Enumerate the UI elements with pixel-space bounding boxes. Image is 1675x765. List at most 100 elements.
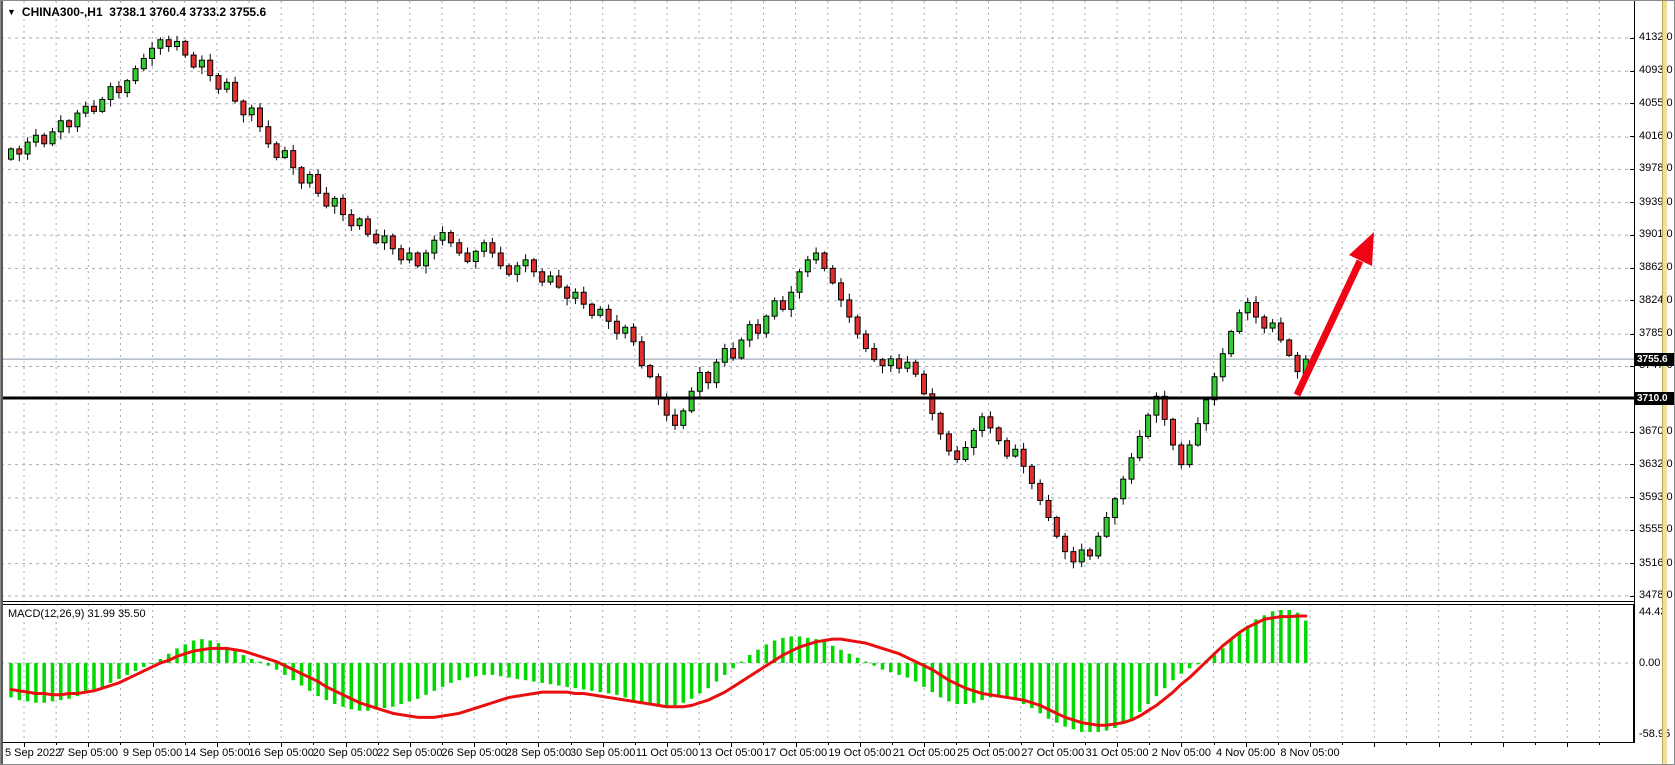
macd-signal-line — [9, 614, 1308, 727]
candle — [298, 165, 305, 189]
date-axis-tick — [1374, 743, 1376, 747]
candle — [954, 446, 961, 463]
macd-bar — [316, 663, 320, 697]
macd-bar — [216, 643, 221, 663]
macd-bar — [92, 663, 96, 691]
chart-header: ▼ CHINA300-,H1 3738.1 3760.4 3733.2 3755… — [7, 5, 266, 19]
price-axis-tick — [1630, 529, 1634, 531]
candle — [779, 296, 786, 312]
price-axis-tick — [1630, 563, 1634, 565]
candle — [904, 355, 911, 373]
candle — [713, 358, 720, 388]
candle — [746, 320, 753, 348]
date-axis-label: 9 Sep 05:00 — [122, 747, 183, 759]
date-axis-label: 20 Sep 05:00 — [312, 747, 379, 759]
candle — [1228, 329, 1235, 358]
macd-bar — [631, 663, 636, 701]
macd-bar — [465, 663, 470, 678]
macd-bar — [341, 663, 345, 707]
chart-symbol-timeframe: CHINA300-,H1 — [21, 5, 103, 19]
price-axis-label: 3632.0 — [1639, 457, 1673, 470]
macd-bar — [9, 663, 13, 698]
macd-axis-label: 44.43 — [1639, 606, 1667, 618]
macd-bar — [374, 663, 378, 710]
candle — [1145, 412, 1152, 439]
candle — [1219, 348, 1226, 382]
price-axis[interactable]: 4132.0 4093.0 4055.0 4016.0 3978.0 3939.0 3901… — [1630, 1, 1674, 743]
window-left-border — [1, 1, 3, 764]
macd-bar — [1096, 663, 1101, 732]
candle — [381, 229, 388, 250]
date-axis-tick — [409, 743, 411, 747]
macd-bar — [573, 663, 578, 689]
panel-divider[interactable] — [1, 601, 1634, 602]
date-axis-label: 22 Sep 05:00 — [377, 747, 443, 759]
date-axis-tick — [1020, 743, 1022, 745]
candle — [248, 104, 255, 122]
macd-bar — [1063, 663, 1067, 727]
candle — [472, 249, 479, 269]
macd-bar — [1262, 615, 1267, 663]
candle — [315, 169, 322, 197]
macd-bar — [698, 663, 702, 694]
candle — [57, 115, 64, 140]
date-axis-tick — [1245, 743, 1247, 747]
macd-bar — [905, 663, 910, 678]
macd-bar — [283, 663, 287, 675]
price-axis-tick — [1630, 595, 1634, 597]
candle — [572, 288, 579, 305]
candle — [398, 244, 405, 265]
macd-bar — [1237, 632, 1242, 663]
date-axis-label: 16 Sep 05:00 — [248, 747, 314, 759]
candle — [638, 336, 645, 369]
macd-bar — [1138, 663, 1142, 713]
macd-bar — [150, 663, 154, 664]
macd-bar — [581, 663, 586, 690]
candle — [32, 128, 39, 147]
candle — [91, 99, 97, 115]
macd-bar — [523, 663, 528, 681]
macd-bar — [1021, 663, 1026, 705]
candle — [1095, 532, 1102, 559]
candle — [1253, 296, 1259, 324]
price-chart-canvas[interactable] — [1, 1, 1634, 602]
macd-bar — [440, 663, 445, 687]
macd-bar — [913, 663, 918, 682]
macd-bar — [615, 663, 619, 695]
macd-bar — [648, 663, 652, 706]
symbol-dropdown-icon[interactable]: ▼ — [7, 7, 16, 17]
candle — [796, 269, 803, 299]
date-axis[interactable]: 5 Sep 2022 7 Sep 05:00 9 Sep 05:00 14 Sep 0… — [1, 743, 1674, 764]
candle — [1111, 497, 1118, 525]
macd-bar — [889, 663, 893, 673]
macd-bar — [125, 663, 129, 675]
macd-bar — [706, 663, 710, 689]
candle — [829, 265, 836, 285]
macd-bar — [681, 663, 686, 703]
macd-bar — [988, 663, 993, 698]
candle — [215, 73, 222, 94]
candle — [24, 137, 31, 160]
candle — [995, 426, 1002, 445]
macd-bar — [1229, 640, 1233, 663]
candle — [887, 355, 894, 373]
date-axis-tick — [1181, 743, 1183, 747]
candle — [945, 430, 952, 456]
date-axis-tick — [1052, 743, 1054, 747]
candle — [257, 103, 263, 133]
trend-arrow[interactable] — [1293, 232, 1374, 397]
macd-bar — [714, 663, 719, 682]
macd-axis-label: 0.00 — [1639, 657, 1661, 669]
macd-bar — [830, 645, 835, 663]
macd-bar — [606, 663, 611, 694]
candle — [99, 96, 106, 114]
candle — [987, 411, 994, 434]
macd-bar — [324, 663, 329, 701]
date-axis-tick — [120, 743, 122, 745]
candle — [423, 249, 429, 274]
candle — [896, 354, 903, 374]
macd-bar — [938, 663, 943, 698]
candle — [672, 408, 678, 431]
macd-chart-canvas[interactable] — [1, 604, 1634, 743]
candle — [813, 247, 820, 264]
